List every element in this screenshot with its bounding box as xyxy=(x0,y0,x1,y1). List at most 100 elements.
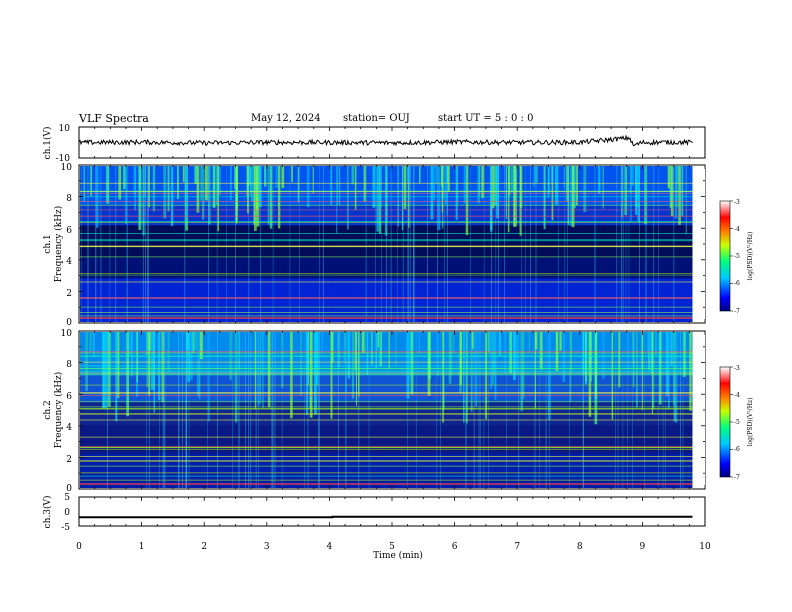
spec1-ytick-6: 6 xyxy=(66,226,72,236)
spec-burst xyxy=(187,332,191,383)
spec-burst xyxy=(637,166,640,223)
spec-burst xyxy=(562,332,566,383)
spec-band xyxy=(80,375,693,403)
spec-burst xyxy=(307,332,309,386)
spec-burst xyxy=(300,332,302,396)
spec-burst xyxy=(90,166,93,197)
cb1-label: log(PSD)(V²/Hz) xyxy=(747,232,754,281)
spec1-ytick-10: 10 xyxy=(61,163,73,173)
spec-burst xyxy=(459,332,463,385)
cb1-tick-m4: -4 xyxy=(734,226,740,233)
spec-burst xyxy=(281,166,285,189)
x-tick-labels: 0 1 2 3 4 5 6 7 8 9 10 xyxy=(76,542,711,552)
spec-burst xyxy=(131,332,133,377)
spec-burst xyxy=(256,166,260,227)
spec-burst xyxy=(583,166,587,213)
spec-burst xyxy=(267,166,270,225)
spec1-ylabel-freq: Frequency (kHz) xyxy=(53,206,64,283)
spec-burst xyxy=(247,166,249,214)
spec-burst xyxy=(254,332,256,410)
x-tick-label: 2 xyxy=(201,542,207,552)
spec-burst xyxy=(494,166,497,206)
spec-burst xyxy=(89,332,92,352)
spec-burst xyxy=(575,166,578,206)
spec-burst xyxy=(236,166,238,225)
spec-burst xyxy=(632,332,635,363)
spec-burst xyxy=(647,332,650,354)
spec-burst xyxy=(618,332,621,388)
spec-burst xyxy=(192,332,195,354)
cb1-tick-m3: -3 xyxy=(734,199,740,206)
spec-burst xyxy=(150,332,153,391)
spec-burst xyxy=(490,332,493,390)
spec2-ylabel-freq: Frequency (kHz) xyxy=(53,372,64,449)
spec-burst xyxy=(372,166,376,208)
spec-burst xyxy=(388,332,390,369)
ch2-colorbar xyxy=(719,366,731,478)
spec-burst xyxy=(201,166,205,220)
spec-burst xyxy=(138,166,142,230)
spec-burst xyxy=(513,166,517,194)
spec-burst xyxy=(347,166,349,230)
spec-burst xyxy=(449,332,453,375)
spec2-ylabel-channel: ch.2 xyxy=(43,400,53,419)
spec-burst xyxy=(361,332,365,354)
spec-burst xyxy=(539,332,542,370)
spec-burst xyxy=(167,166,170,212)
spec2-ytick-2: 2 xyxy=(66,455,72,465)
ch3-ytick-top: 5 xyxy=(64,493,70,503)
spec-burst xyxy=(563,166,566,189)
spec-burst xyxy=(118,166,122,200)
spec1-ytick-8: 8 xyxy=(66,194,72,204)
spec-burst xyxy=(144,166,146,198)
spec-burst xyxy=(330,332,333,419)
x-tick-label: 7 xyxy=(514,542,520,552)
spec-burst xyxy=(148,166,150,208)
spec-burst xyxy=(182,166,185,182)
spec-burst xyxy=(354,332,356,371)
spec2-ytick-0: 0 xyxy=(66,484,72,494)
spec-burst xyxy=(330,166,333,206)
spec-burst xyxy=(199,332,203,360)
spec-burst xyxy=(655,332,658,356)
spec-burst xyxy=(186,332,189,350)
spec-burst xyxy=(134,166,137,211)
spec-empty xyxy=(692,332,705,488)
spec2-ytick-6: 6 xyxy=(66,392,72,402)
spec-burst xyxy=(442,332,444,423)
spec-burst xyxy=(194,332,197,351)
cb2-label: log(PSD)(V²/Hz) xyxy=(747,398,754,447)
spec-burst xyxy=(666,332,669,397)
axis-ticks xyxy=(78,127,706,526)
spec-burst xyxy=(83,166,85,203)
spec-burst xyxy=(331,332,334,363)
spec-burst xyxy=(196,166,200,213)
x-tick-label: 3 xyxy=(264,542,270,552)
ch1-waveform-trace xyxy=(78,134,693,147)
spec-burst xyxy=(93,332,95,357)
spec-burst xyxy=(435,166,438,184)
spec-burst xyxy=(533,166,536,188)
spec-burst xyxy=(495,166,498,205)
spec-burst xyxy=(543,166,546,230)
spec-burst xyxy=(569,166,573,227)
spec-burst xyxy=(234,166,236,189)
spec-burst xyxy=(321,332,323,356)
spec-burst xyxy=(397,166,399,227)
spec-burst xyxy=(234,332,238,423)
x-tick-label: 9 xyxy=(640,542,646,552)
spec-burst xyxy=(635,166,638,207)
spec-burst xyxy=(678,166,681,225)
spec-burst xyxy=(163,166,167,219)
cb1-tick-m7: -7 xyxy=(734,308,740,315)
spec-burst xyxy=(379,332,381,365)
spec-burst xyxy=(588,332,592,417)
spec-burst xyxy=(479,166,481,196)
spec-burst xyxy=(470,332,473,412)
ch1-colorbar xyxy=(719,200,731,312)
spec-burst xyxy=(519,166,523,208)
ch3-ylabel: ch.3(V) xyxy=(42,496,53,529)
cb2-tick-m5: -5 xyxy=(734,419,740,426)
spec-burst xyxy=(602,332,605,379)
